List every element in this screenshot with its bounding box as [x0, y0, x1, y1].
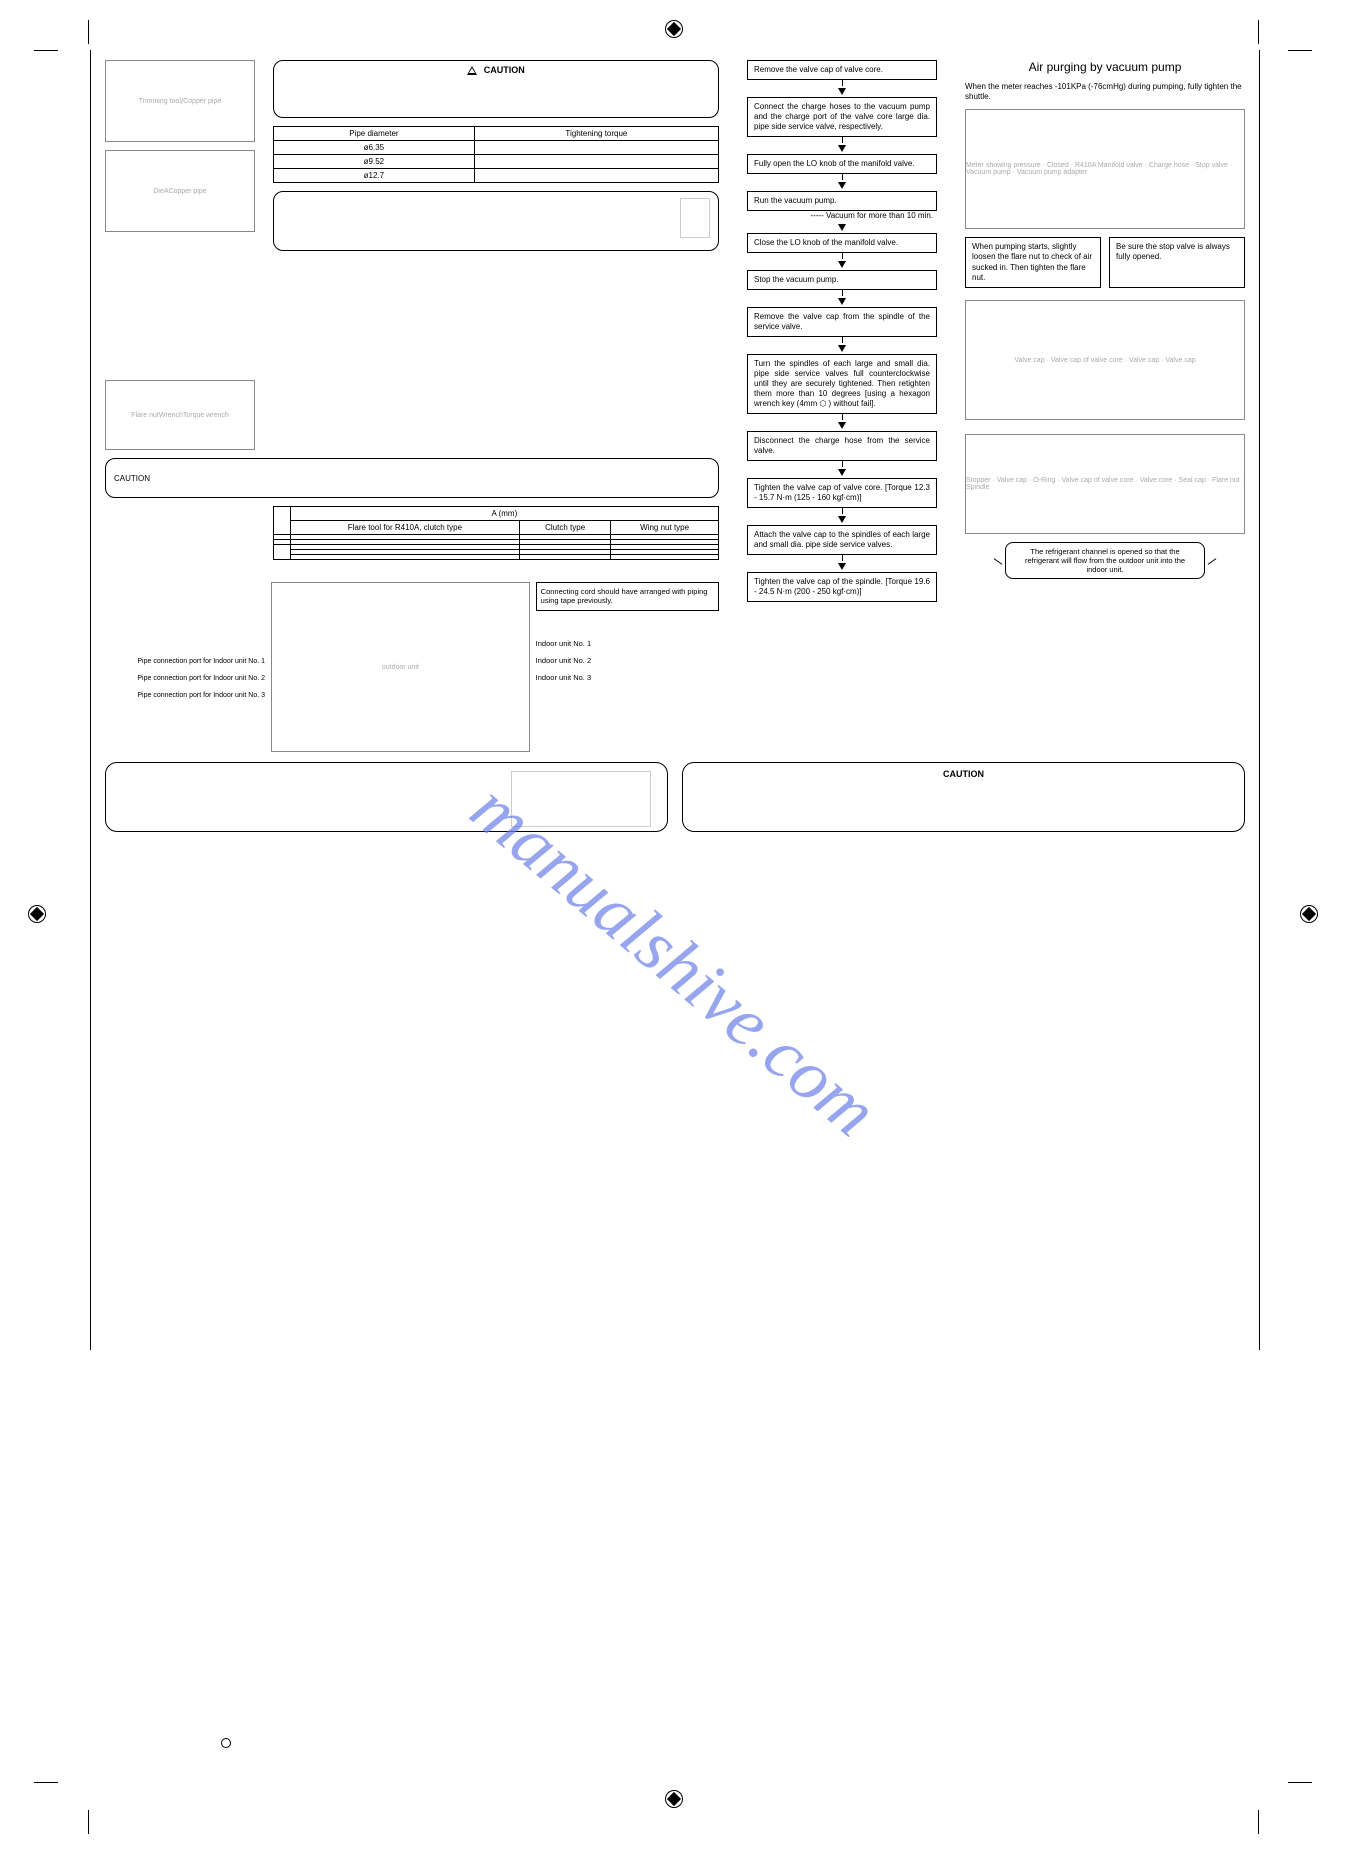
port-label: Pipe connection port for Indoor unit No.…: [105, 688, 265, 705]
connecting-cord-note: Connecting cord should have arranged wit…: [536, 582, 719, 611]
page-content: Trimming tool / Copper pipe Die A Copper…: [90, 50, 1260, 1350]
flow-step: Stop the vacuum pump.: [747, 270, 937, 290]
caution-title: CAUTION: [943, 769, 984, 779]
flow-step: Connect the charge hoses to the vacuum p…: [747, 97, 937, 137]
table-cell: [290, 555, 519, 560]
crop-mark: [1258, 20, 1259, 44]
caution-box-mid: CAUTION: [105, 458, 719, 498]
table-cell: [474, 141, 718, 155]
caution-box-top: CAUTION: [273, 60, 719, 118]
figure-label: Wrench: [159, 412, 183, 419]
crop-mark: [1258, 1810, 1259, 1834]
flow-step: Remove the valve cap from the spindle of…: [747, 307, 937, 337]
table-header: Tightening torque: [474, 127, 718, 141]
crop-mark: [88, 20, 89, 44]
flow-arrow-icon: [838, 469, 846, 476]
figure-label: Copper pipe: [183, 98, 221, 105]
port-label: Pipe connection port for Indoor unit No.…: [105, 654, 265, 671]
page-circle-icon: [221, 1738, 231, 1748]
figure-label: Torque wrench: [183, 412, 229, 419]
unit-label: Indoor unit No. 2: [536, 656, 719, 665]
flow-arrow-icon: [838, 145, 846, 152]
section-subtitle: When the meter reaches -101KPa (-76cmHg)…: [965, 82, 1245, 103]
flow-arrow-icon: [838, 298, 846, 305]
panel-right-caution: CAUTION: [682, 762, 1245, 832]
figure-trimming-tool: Trimming tool / Copper pipe: [105, 60, 255, 142]
flow-arrow-icon: [838, 422, 846, 429]
port-label: Pipe connection port for Indoor unit No.…: [105, 671, 265, 688]
figure-label: Trimming tool: [139, 98, 181, 105]
figure-label: Die: [153, 188, 164, 195]
flow-arrow-icon: [838, 516, 846, 523]
figure-vacuum-pump-schematic: Meter showing pressure · Closed · R410A …: [965, 109, 1245, 229]
printer-registration-icon: [665, 1790, 683, 1808]
flow-step: Disconnect the charge hose from the serv…: [747, 431, 937, 461]
printer-registration-icon: [665, 20, 683, 38]
section-title: Air purging by vacuum pump: [965, 60, 1245, 74]
printer-registration-icon: [28, 905, 46, 923]
flow-step: Attach the valve cap to the spindles of …: [747, 525, 937, 555]
flow-step: Turn the spindles of each large and smal…: [747, 354, 937, 414]
crop-mark: [1288, 1782, 1312, 1783]
flow-step: Tighten the valve cap of valve core. [To…: [747, 478, 937, 508]
panel-illustration: [511, 771, 651, 827]
flow-arrow-icon: [838, 224, 846, 231]
flow-step: Tighten the valve cap of the spindle. [T…: [747, 572, 937, 602]
panel-left: [105, 762, 668, 832]
note-box: [273, 191, 719, 251]
figure-outdoor-unit: outdoor unit: [271, 582, 530, 752]
flow-step: Run the vacuum pump.: [747, 191, 937, 211]
table-header: [274, 507, 291, 535]
crop-mark: [1288, 50, 1312, 51]
table-pipe-torque: Pipe diameter Tightening torque ø6.35 ø9…: [273, 126, 719, 183]
figure-label: Flare nut: [131, 412, 159, 419]
crop-mark: [34, 50, 58, 51]
table-cell: ø6.35: [274, 141, 475, 155]
port-labels: Pipe connection port for Indoor unit No.…: [105, 582, 265, 752]
flow-arrow-icon: [838, 345, 846, 352]
table-header: A (mm): [290, 507, 718, 521]
table-cell: [274, 545, 291, 560]
refrigerant-channel-note: The refrigerant channel is opened so tha…: [1005, 542, 1205, 579]
flow-step: Fully open the LO knob of the manifold v…: [747, 154, 937, 174]
figure-valve-cross-section: Stopper · Valve cap · O-Ring · Valve cap…: [965, 434, 1245, 534]
flow-arrow-icon: [838, 563, 846, 570]
caution-title: CAUTION: [114, 474, 150, 483]
table-cell: [611, 555, 719, 560]
unit-label: Indoor unit No. 1: [536, 639, 719, 648]
figure-label: Copper pipe: [169, 188, 207, 195]
caution-triangle-icon: [467, 66, 477, 75]
table-cell: [474, 155, 718, 169]
table-header: Flare tool for R410A, clutch type: [290, 521, 519, 535]
table-header: Clutch type: [520, 521, 611, 535]
printer-registration-icon: [1300, 905, 1318, 923]
table-cell: [474, 169, 718, 183]
unit-label: Indoor unit No. 3: [536, 673, 719, 682]
table-header: Pipe diameter: [274, 127, 475, 141]
table-cell: ø12.7: [274, 169, 475, 183]
vacuum-duration-note: ----- Vacuum for more than 10 min.: [747, 211, 937, 222]
pump-start-note: When pumping starts, slightly loosen the…: [965, 237, 1101, 289]
flow-step: Remove the valve cap of valve core.: [747, 60, 937, 80]
table-header: Wing nut type: [611, 521, 719, 535]
flow-arrow-icon: [838, 261, 846, 268]
caution-title: CAUTION: [484, 65, 525, 75]
figure-wrench: Flare nut Wrench Torque wrench: [105, 380, 255, 450]
table-flare-dimensions: A (mm) Flare tool for R410A, clutch type…: [273, 506, 719, 560]
table-cell: ø9.52: [274, 155, 475, 169]
flow-arrow-icon: [838, 182, 846, 189]
crop-mark: [88, 1810, 89, 1834]
flow-step: Close the LO knob of the manifold valve.: [747, 233, 937, 253]
table-cell: [520, 555, 611, 560]
figure-die-tool: Die A Copper pipe: [105, 150, 255, 232]
crop-mark: [34, 1782, 58, 1783]
figure-valve-caps: Valve cap · Valve cap of valve core · Va…: [965, 300, 1245, 420]
stop-valve-note: Be sure the stop valve is always fully o…: [1109, 237, 1245, 289]
flow-arrow-icon: [838, 88, 846, 95]
icon-correct-incorrect: [680, 198, 710, 238]
